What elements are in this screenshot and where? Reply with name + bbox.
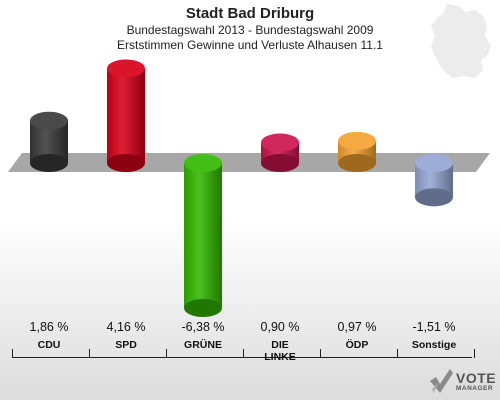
axis-tick	[243, 349, 244, 358]
category-axis-line	[12, 357, 472, 358]
bar-1	[30, 111, 68, 172]
chart-subtitle-secondary: Erststimmen Gewinne und Verluste Alhause…	[117, 38, 383, 52]
axis-tick	[320, 349, 321, 358]
axis-tick	[397, 349, 398, 358]
category-label: GRÜNE	[184, 339, 222, 351]
chart-title: Stadt Bad Driburg	[185, 5, 315, 22]
bar-4	[261, 133, 299, 172]
chart-subtitle: Bundestagswahl 2013 - Bundestagswahl 200…	[126, 23, 374, 37]
value-label: 0,97 %	[337, 320, 377, 334]
value-label: -1,51 %	[412, 320, 456, 334]
axis-tick	[474, 349, 475, 358]
bar-3	[184, 154, 222, 317]
germany-map-icon	[431, 4, 491, 78]
category-label: SPD	[115, 339, 137, 351]
axis-tick	[12, 349, 13, 358]
value-label: 0,90 %	[260, 320, 300, 334]
bar-5	[338, 131, 376, 172]
value-label: 4,16 %	[106, 320, 146, 334]
vote-manager-logo: VOTE MANAGER	[428, 367, 498, 397]
value-label: -6,38 %	[181, 320, 225, 334]
category-label: CDU	[37, 339, 61, 351]
bar-chart	[8, 59, 490, 317]
logo-text-vote: VOTE	[456, 370, 497, 386]
checkmark-logo-icon	[430, 369, 453, 393]
bar-6	[415, 154, 453, 207]
category-label: DIE LINKE	[264, 339, 296, 363]
axis-tick	[89, 349, 90, 358]
value-label: 1,86 %	[29, 320, 69, 334]
axis-tick	[166, 349, 167, 358]
category-label: Sonstige	[411, 339, 457, 351]
bar-2	[107, 59, 145, 172]
logo-text-manager: MANAGER	[456, 385, 494, 392]
category-label: ÖDP	[345, 339, 369, 351]
